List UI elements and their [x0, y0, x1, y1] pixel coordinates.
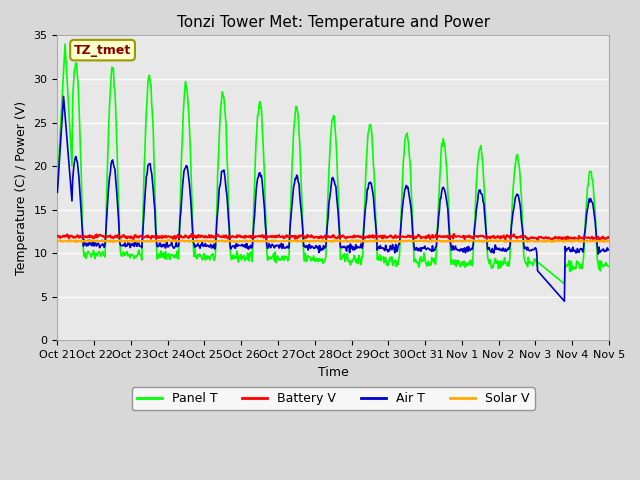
- Text: TZ_tmet: TZ_tmet: [74, 44, 131, 57]
- Y-axis label: Temperature (C) / Power (V): Temperature (C) / Power (V): [15, 101, 28, 275]
- X-axis label: Time: Time: [318, 366, 349, 379]
- Title: Tonzi Tower Met: Temperature and Power: Tonzi Tower Met: Temperature and Power: [177, 15, 490, 30]
- Legend: Panel T, Battery V, Air T, Solar V: Panel T, Battery V, Air T, Solar V: [132, 387, 534, 410]
